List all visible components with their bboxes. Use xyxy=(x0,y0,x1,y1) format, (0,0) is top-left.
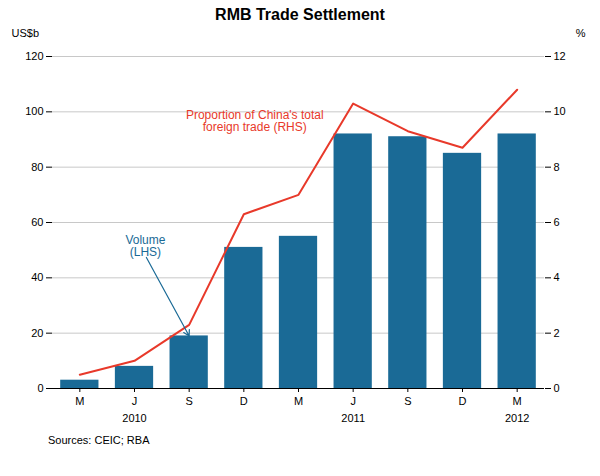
svg-text:Volume(LHS): Volume(LHS) xyxy=(125,233,165,259)
svg-text:0: 0 xyxy=(37,382,43,394)
svg-text:%: % xyxy=(576,27,586,39)
svg-text:S: S xyxy=(185,395,192,407)
svg-text:2012: 2012 xyxy=(505,412,529,424)
svg-text:Proportion of China's totalfor: Proportion of China's totalforeign trade… xyxy=(186,108,324,134)
svg-text:100: 100 xyxy=(25,105,43,117)
svg-text:2010: 2010 xyxy=(122,412,146,424)
svg-text:120: 120 xyxy=(25,50,43,62)
svg-text:US$b: US$b xyxy=(12,27,40,39)
svg-text:J: J xyxy=(350,395,356,407)
svg-text:4: 4 xyxy=(554,271,560,283)
svg-text:0: 0 xyxy=(554,382,560,394)
svg-text:40: 40 xyxy=(31,271,43,283)
html-text:Sources: CEIC; RBA: Sources: CEIC; RBA xyxy=(48,434,150,446)
svg-text:J: J xyxy=(132,395,138,407)
svg-text:20: 20 xyxy=(31,327,43,339)
svg-text:10: 10 xyxy=(554,105,566,117)
svg-text:D: D xyxy=(240,395,248,407)
svg-text:2011: 2011 xyxy=(341,412,365,424)
svg-text:6: 6 xyxy=(554,216,560,228)
svg-text:M: M xyxy=(513,395,522,407)
svg-text:8: 8 xyxy=(554,161,560,173)
svg-text:2: 2 xyxy=(554,327,560,339)
html-text:RMB Trade Settlement: RMB Trade Settlement xyxy=(215,6,385,23)
svg-text:M: M xyxy=(294,395,303,407)
svg-text:12: 12 xyxy=(554,50,566,62)
svg-text:S: S xyxy=(404,395,411,407)
svg-text:80: 80 xyxy=(31,161,43,173)
svg-text:M: M xyxy=(75,395,84,407)
svg-text:D: D xyxy=(459,395,467,407)
svg-text:60: 60 xyxy=(31,216,43,228)
